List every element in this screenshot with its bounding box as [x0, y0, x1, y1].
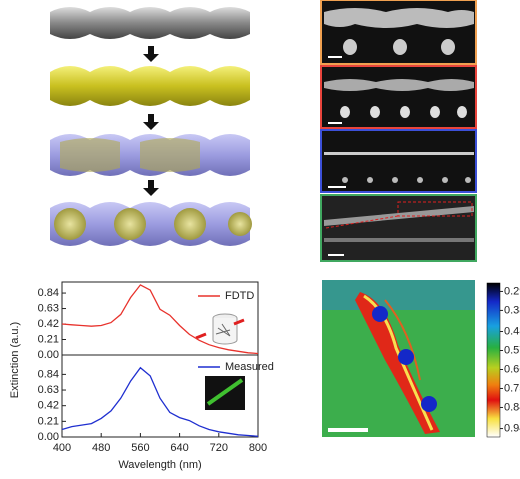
x-tick-label: 400	[53, 442, 71, 454]
colorbar-tick-label: 0.94	[504, 422, 520, 434]
x-axis-label: Wavelength (nm)	[118, 459, 201, 471]
spectra-insets	[195, 313, 245, 410]
sphere	[228, 212, 252, 236]
colorbar-tick-label: 0.29	[504, 285, 520, 297]
plot-frame	[61, 354, 259, 438]
colorbar-tick-label: 0.57	[504, 344, 520, 356]
legend-label: FDTD	[225, 290, 254, 302]
y-tick-label: 0.63	[38, 384, 59, 396]
schematic	[50, 7, 252, 246]
sphere	[174, 208, 206, 240]
extinction-map	[322, 280, 501, 438]
legend-label: Measured	[225, 361, 274, 373]
y-tick-label: 0.84	[38, 368, 59, 380]
rod-core	[60, 138, 200, 172]
x-tick-label: 720	[210, 442, 228, 454]
y-tick-label: 0.00	[38, 431, 59, 443]
y-tick-label: 0.63	[38, 302, 59, 314]
line	[61, 284, 259, 355]
x-tick-label: 800	[249, 442, 267, 454]
rod-gray	[50, 7, 250, 39]
colorbar-tick-label: 0.75	[504, 382, 520, 394]
colorbar-tick-label: 0.84	[504, 401, 520, 413]
colorbar-tick-label: 0.66	[504, 363, 520, 375]
x-tick-label: 480	[92, 442, 110, 454]
arrows	[143, 46, 159, 196]
rod-yellow	[50, 66, 250, 106]
y-axis-label: Extinction (a.u.)	[9, 322, 21, 398]
y-tick-label: 0.21	[38, 333, 59, 345]
y-tick-label: 0.42	[38, 400, 59, 412]
x-tick-label: 560	[131, 442, 149, 454]
sphere	[54, 208, 86, 240]
y-tick-label: 0.42	[38, 318, 59, 330]
line	[61, 366, 259, 437]
micrographs	[320, 0, 477, 262]
colorbar-tick-label: 0.38	[504, 304, 520, 316]
x-tick-label: 640	[170, 442, 188, 454]
sphere	[114, 208, 146, 240]
colorbar	[486, 282, 501, 438]
y-tick-label: 0.21	[38, 415, 59, 427]
y-tick-label: 0.00	[38, 349, 59, 361]
colorbar-tick-label: 0.48	[504, 325, 520, 337]
y-tick-label: 0.84	[38, 287, 59, 299]
